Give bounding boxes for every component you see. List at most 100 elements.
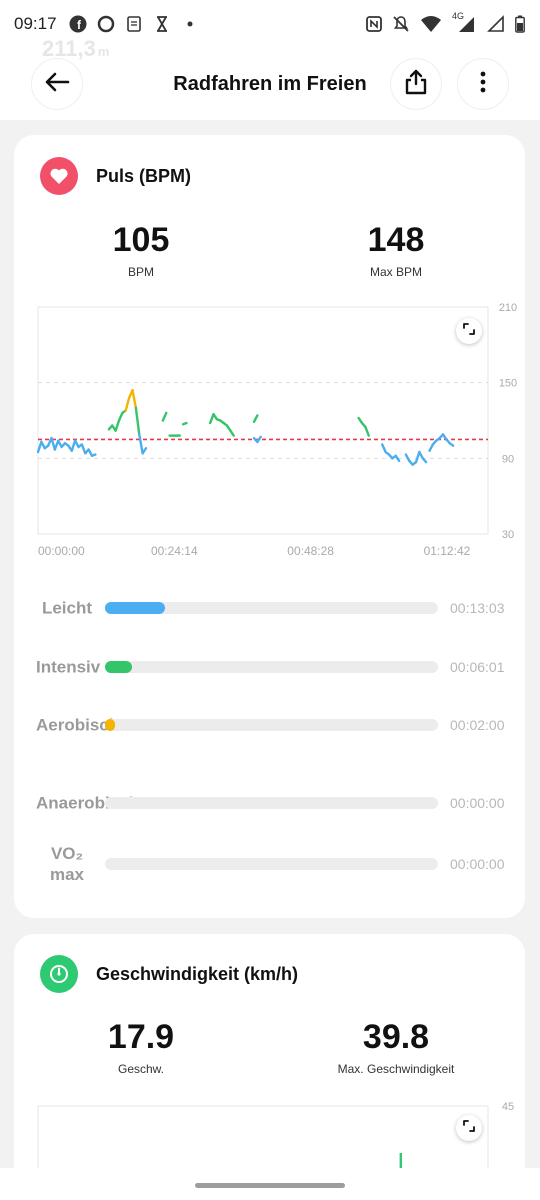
zone-label: Leicht [41, 598, 93, 618]
heart-rate-line-segment [131, 389, 138, 410]
heart-rate-line-segment [36, 440, 43, 454]
max-speed-value: 39.8 [362, 1018, 430, 1056]
page-title: Radfahren im Freien [173, 72, 367, 95]
expand-chart-button[interactable] [456, 318, 482, 344]
expand-icon [462, 322, 476, 341]
zone-label: Anaerobisch [36, 793, 139, 813]
max-bpm-stat: 148 Max BPM [316, 223, 476, 279]
app-ring-icon [97, 15, 115, 33]
avg-speed-value: 17.9 [107, 1018, 175, 1056]
chart-frame [37, 306, 489, 535]
heart-rate-line-segment [421, 457, 428, 464]
zone-label: Intensiv [36, 657, 101, 677]
y-tick-label: 30 [502, 529, 514, 541]
max-bpm-label: Max BPM [369, 265, 422, 279]
share-button[interactable] [390, 58, 442, 110]
heart-rate-line-segment [70, 439, 77, 452]
status-bar: 09:17 f 4G [0, 0, 540, 48]
zone-label: Aerobisch [36, 715, 120, 735]
pulse-card-header: Puls (BPM) [40, 157, 191, 195]
heart-rate-line-segment [256, 435, 262, 444]
y-tick-label: 90 [502, 453, 514, 465]
zone-row-light: Leicht 00:13:03 [28, 583, 508, 633]
zone-track [105, 719, 438, 731]
zone-row-anaerobic: Anaerobisch 00:00:00 [28, 770, 508, 836]
pulse-card-title: Puls (BPM) [96, 165, 192, 186]
heart-rate-line-segment [141, 447, 148, 455]
nfc-icon [365, 15, 383, 33]
zone-time: 00:00:00 [450, 856, 505, 872]
zone-row-aerobic: Aerobisch 00:02:00 [28, 700, 508, 750]
zone-label: VO₂ max [49, 844, 85, 884]
y-tick-label: 150 [499, 378, 517, 390]
zone-row-vo2max: VO₂ max 00:00:00 [28, 839, 508, 889]
battery-icon [514, 15, 526, 33]
speedometer-icon [40, 955, 78, 993]
heart-rate-line-segment [364, 425, 370, 437]
navigation-bar [0, 1168, 540, 1200]
heart-rate-line-segment [134, 406, 141, 436]
share-icon [404, 69, 428, 100]
expand-speed-chart-button[interactable] [456, 1115, 482, 1141]
heart-rate-line-segment [114, 419, 121, 432]
zone-row-intensive: Intensiv 00:06:01 [28, 642, 508, 692]
max-speed-stat: 39.8 Max. Geschwindigkeit [316, 1020, 476, 1076]
avg-speed-label: Geschw. [117, 1062, 165, 1076]
dot-icon [181, 15, 199, 33]
zone-time: 00:13:03 [450, 600, 505, 616]
heart-rate-line-segment [252, 414, 259, 423]
facebook-icon: f [69, 15, 87, 33]
heart-rate-line-segment [394, 454, 401, 463]
app-header: 211,3 m Radfahren im Freien [0, 36, 540, 120]
zone-track [105, 797, 438, 809]
x-tick-label: 00:00:00 [38, 544, 85, 558]
hourglass-icon [153, 15, 171, 33]
mute-icon [392, 15, 410, 33]
avg-speed-stat: 17.9 Geschw. [61, 1020, 221, 1076]
heart-rate-line-segment [161, 411, 168, 422]
zone-track [105, 661, 438, 673]
status-time: 09:17 [14, 14, 57, 33]
pulse-card: Puls (BPM) 105 BPM 148 Max BPM 210 150 90 3… [14, 135, 525, 918]
heart-rate-line-segment [448, 441, 455, 447]
zone-time: 00:02:00 [450, 717, 505, 733]
more-options-button[interactable] [457, 58, 509, 110]
background-distance: 211,3 m [42, 36, 110, 61]
avg-bpm-label: BPM [127, 265, 154, 279]
heart-rate-line-segment [124, 396, 131, 412]
heart-rate-line-segment [117, 411, 124, 422]
zone-fill-intensive [105, 661, 132, 673]
system-icons: 4G [365, 11, 526, 33]
avg-bpm-stat: 105 BPM [61, 223, 221, 279]
heart-rate-line-segment [80, 443, 87, 455]
signal-icon [487, 15, 505, 33]
notification-icons: f [69, 15, 199, 33]
more-vertical-icon [480, 71, 486, 98]
zone-fill-light [105, 602, 165, 614]
avg-bpm-value: 105 [112, 221, 170, 259]
heart-rate-chart: 210 150 90 30 00:00:00 00:24:14 00:48:28 01:12:… [36, 302, 517, 558]
expand-icon [462, 1119, 476, 1138]
heart-rate-line-segment [50, 436, 57, 451]
wifi-icon [419, 15, 443, 33]
home-gesture-handle[interactable] [195, 1183, 345, 1188]
x-tick-label: 01:12:42 [424, 544, 471, 558]
y-tick-label: 45 [502, 1101, 514, 1113]
svg-text:f: f [77, 18, 82, 32]
heart-rate-line-segment [138, 433, 144, 455]
y-tick-label: 210 [499, 302, 517, 314]
zone-track [105, 602, 438, 614]
heart-icon [40, 157, 78, 195]
document-icon [125, 15, 143, 33]
arrow-left-icon [44, 71, 70, 98]
heart-rate-line-segment [181, 421, 188, 426]
back-button[interactable] [31, 58, 83, 110]
heart-rate-line-segment [208, 412, 215, 425]
signal-4g-icon: 4G [452, 11, 478, 33]
zone-time: 00:06:01 [450, 659, 505, 675]
speed-card-title: Geschwindigkeit (km/h) [96, 963, 299, 984]
heart-rate-line-segment [414, 450, 421, 464]
max-speed-label: Max. Geschwindigkeit [337, 1062, 455, 1076]
x-tick-label: 00:48:28 [287, 544, 334, 558]
heart-rate-line-segment [229, 429, 235, 437]
